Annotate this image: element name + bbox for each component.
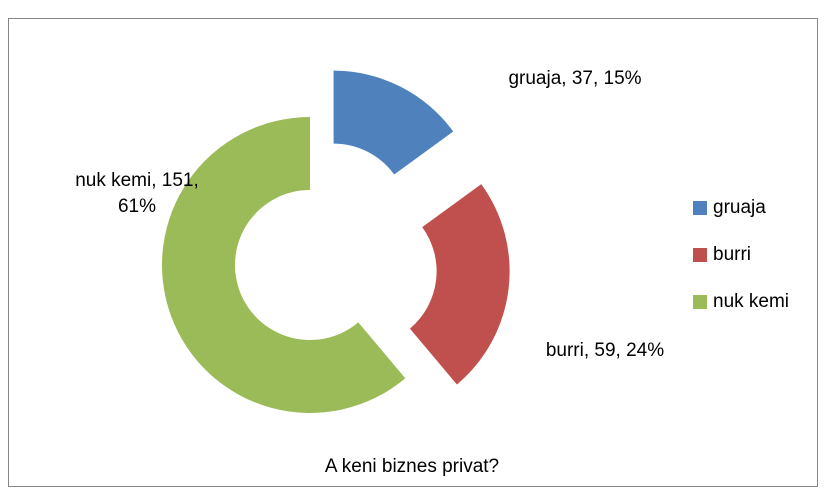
doughnut-slice: [409, 184, 510, 385]
legend-label: nuk kemi: [713, 291, 789, 312]
doughnut-slice: [162, 117, 406, 414]
data-label: gruaja, 37, 15%: [508, 68, 642, 89]
data-label: burri, 59, 24%: [545, 340, 665, 361]
chart-title: A keni biznes privat?: [325, 456, 499, 477]
doughnut-slice: [333, 70, 454, 175]
legend-label: burri: [713, 244, 751, 265]
legend-swatch: [693, 295, 707, 309]
legend-label: gruaja: [713, 197, 766, 218]
data-label: nuk kemi, 151, 61%: [75, 170, 199, 217]
legend-swatch: [693, 248, 707, 262]
legend-swatch: [693, 201, 707, 215]
